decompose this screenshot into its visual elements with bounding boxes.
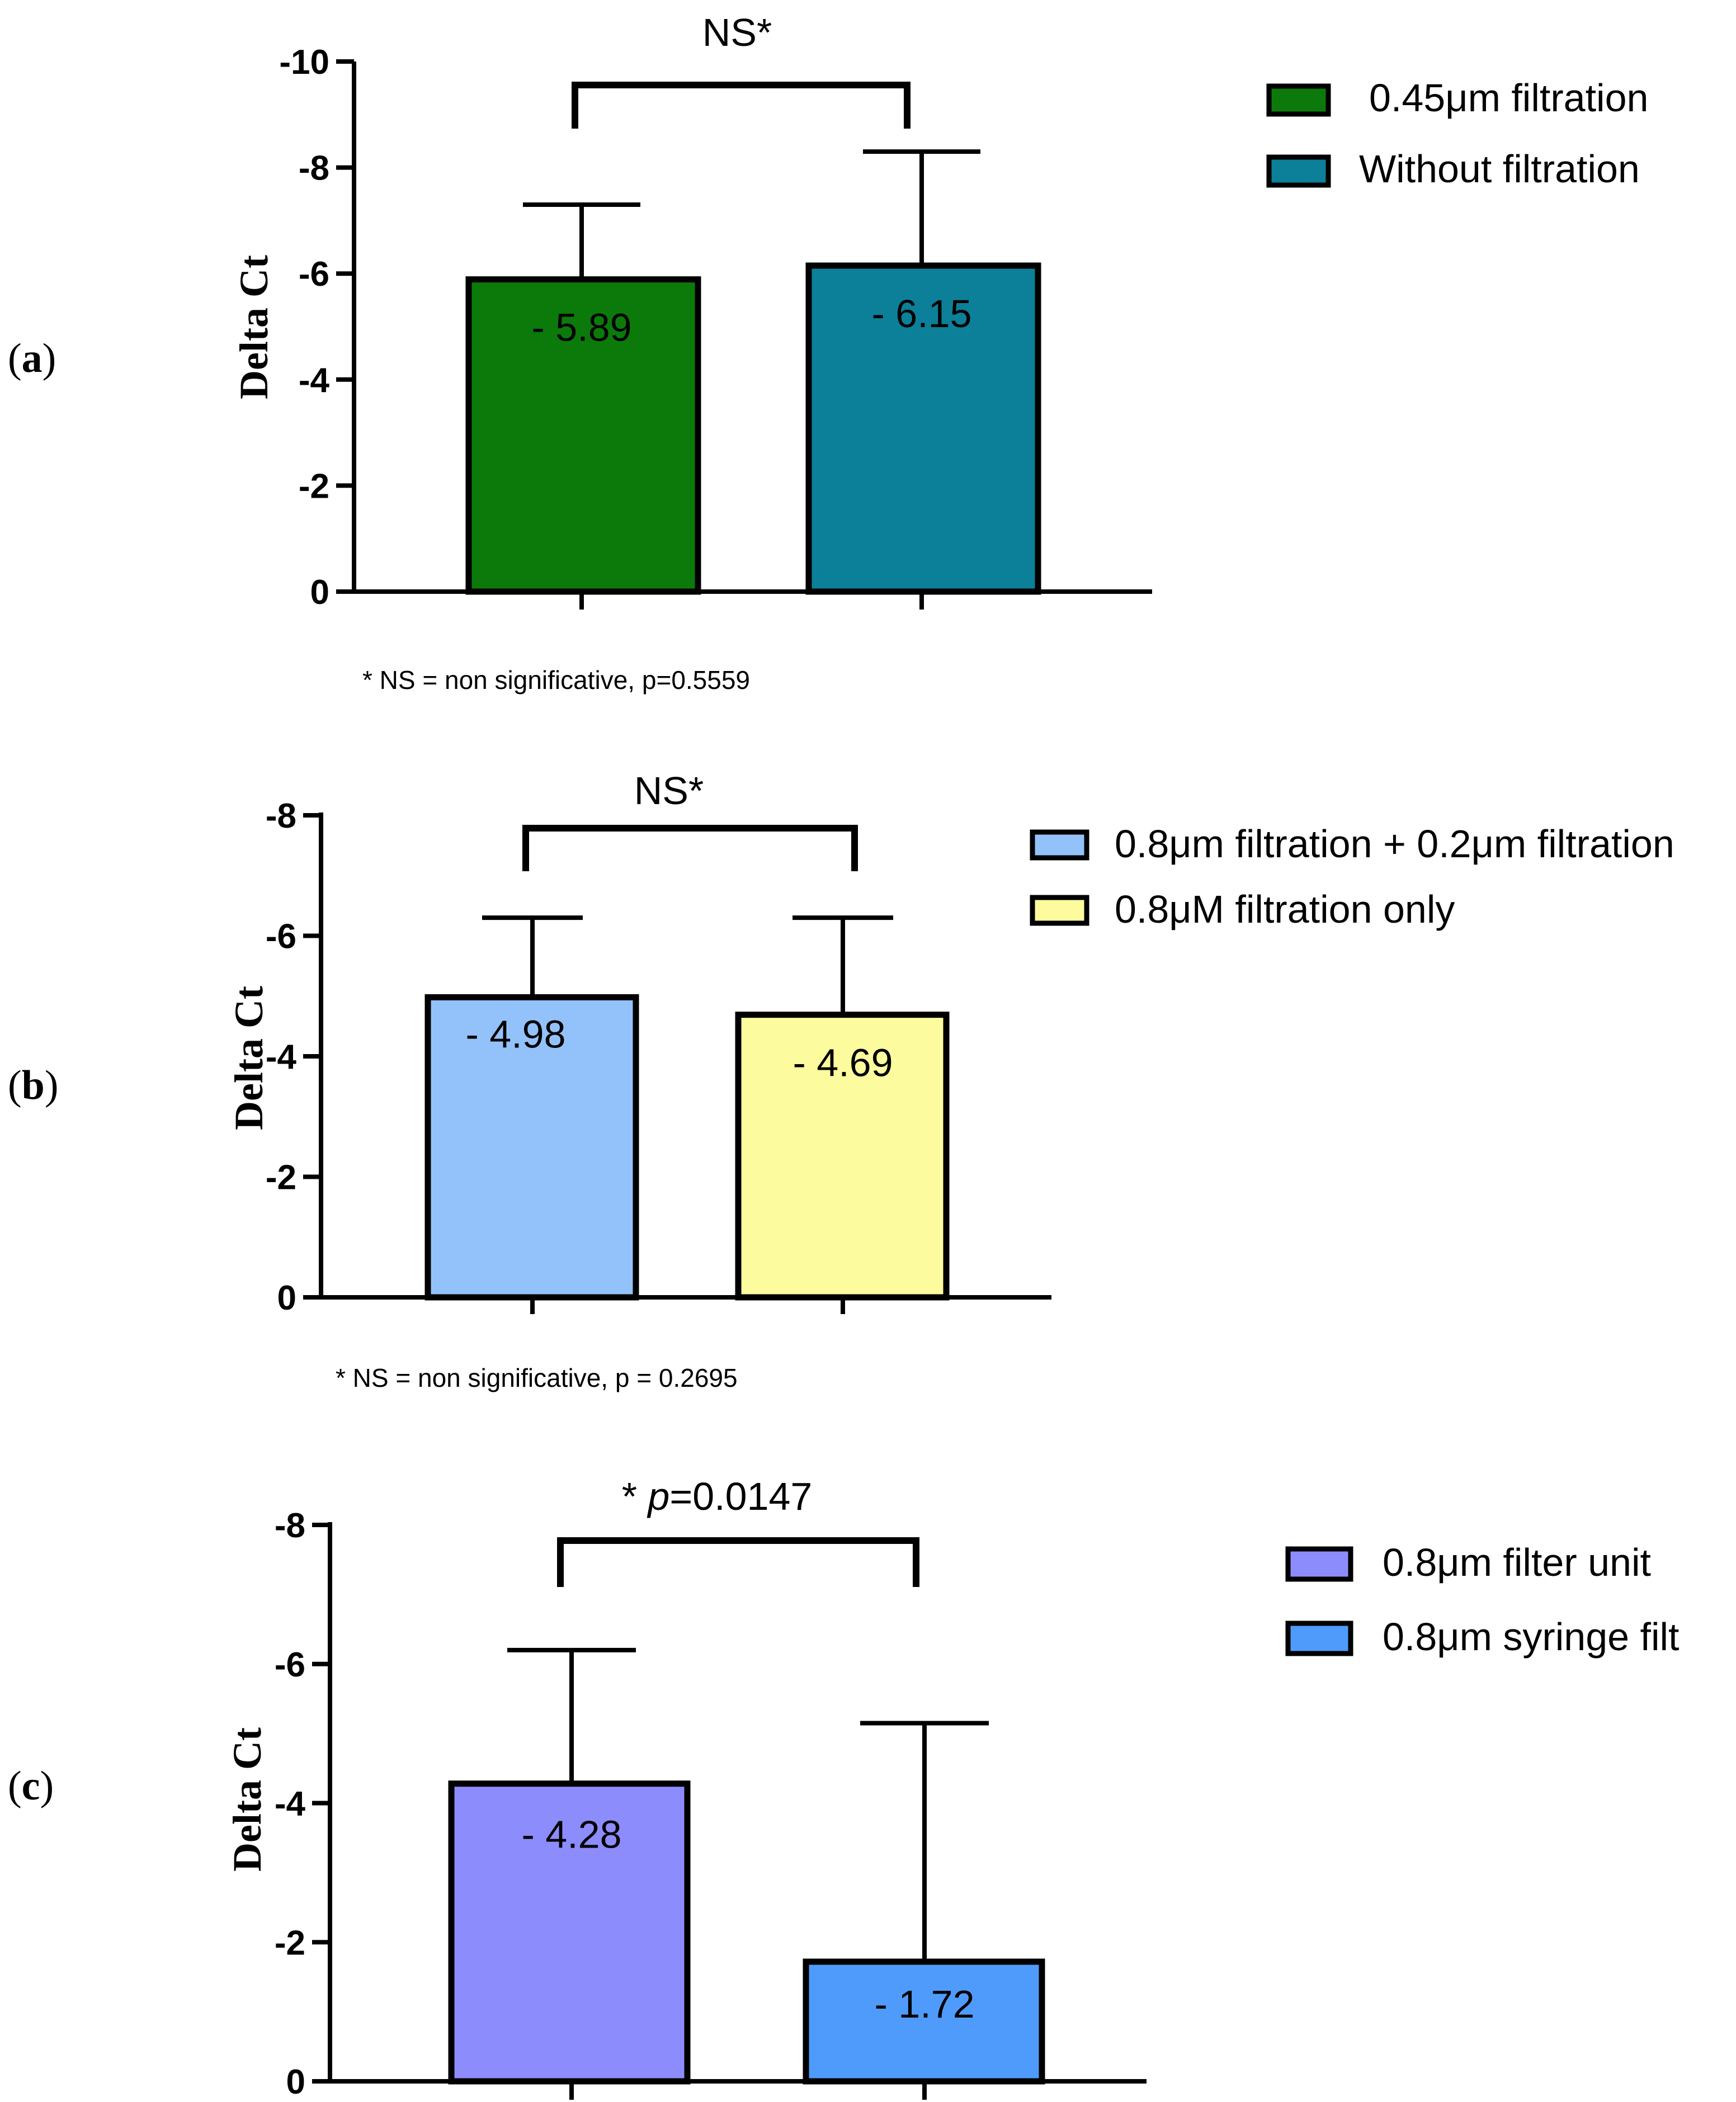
y-tick-label: 0 bbox=[286, 2063, 305, 2101]
legend-swatch-0.8um-plus-0.2um-filtration bbox=[1030, 829, 1089, 861]
bar-0.8um-filter-unit bbox=[448, 1780, 691, 2085]
value-label-1: - 1.72 bbox=[875, 1982, 975, 2026]
y-tick-label: -6 bbox=[275, 1646, 305, 1684]
value-label-0: - 5.89 bbox=[532, 306, 632, 349]
y-tick-label: -4 bbox=[266, 1038, 297, 1076]
y-tick-label: -4 bbox=[299, 361, 330, 400]
legend-label-0.8um-filtration-only: 0.8μM filtration only bbox=[1115, 887, 1455, 931]
y-tick-label: -8 bbox=[299, 149, 329, 188]
value-label-0: - 4.28 bbox=[522, 1813, 622, 1857]
bar-0.45um-filtration bbox=[465, 276, 701, 595]
y-tick-label: -6 bbox=[299, 255, 329, 294]
legend-swatch-0.8um-filter-unit bbox=[1285, 1546, 1353, 1582]
error-bars bbox=[482, 915, 893, 1015]
y-tick-label: -6 bbox=[266, 918, 296, 956]
y-tick-label: -8 bbox=[266, 797, 296, 835]
footnote-panel-a: * NS = non significative, p=0.5559 bbox=[362, 665, 750, 695]
legend-swatch-without-filtration bbox=[1266, 154, 1331, 188]
legend-label-without-filtration: Without filtration bbox=[1359, 147, 1640, 191]
y-tick-label: -10 bbox=[279, 43, 329, 82]
y-tick-label: 0 bbox=[310, 573, 329, 612]
y-tick-label: 0 bbox=[277, 1279, 296, 1317]
value-label-1: - 4.69 bbox=[793, 1041, 893, 1085]
value-label-0: - 4.98 bbox=[466, 1012, 566, 1056]
y-tick-label: -2 bbox=[275, 1924, 305, 1962]
panel-label-b: (b) bbox=[8, 1062, 58, 1108]
chart-panel-c: 0 -2 -4 -6 -8 Delta Ct - 4.28 - 1.72 * p=0.0… bbox=[225, 1475, 1680, 2101]
significance-bracket bbox=[557, 1537, 919, 1587]
significance-label: NS* bbox=[634, 769, 704, 813]
footnote-panel-b: * NS = non significative, p = 0.2695 bbox=[336, 1363, 738, 1392]
value-label-1: - 6.15 bbox=[872, 292, 972, 336]
error-bars bbox=[523, 149, 980, 280]
legend-label-0.45um-filtration: 0.45μm filtration bbox=[1369, 76, 1648, 120]
chart-panel-b: 0 -2 -4 -6 -8 Delta Ct - 4.98 - 4.69 NS* 0.8… bbox=[227, 769, 1674, 1392]
bar-0.8um-plus-0.2um-filtration bbox=[424, 994, 639, 1301]
y-tick-label: -4 bbox=[275, 1785, 306, 1824]
legend-label-0.8um-plus-0.2um-filtration: 0.8μm filtration + 0.2μm filtration bbox=[1115, 822, 1674, 866]
significance-bracket bbox=[522, 825, 858, 871]
y-axis-label: Delta Ct bbox=[227, 986, 271, 1130]
significance-label: NS* bbox=[702, 11, 772, 54]
y-axis-ticks: 0 -2 -4 -6 -8 -10 bbox=[279, 43, 354, 612]
legend-swatch-0.8um-filtration-only bbox=[1030, 895, 1089, 926]
bar-0.8um-filtration-only bbox=[735, 1012, 950, 1301]
y-tick-label: -2 bbox=[299, 467, 329, 506]
panel-label-c: (c) bbox=[8, 1763, 54, 1809]
y-axis-ticks: 0 -2 -4 -6 -8 bbox=[266, 797, 321, 1317]
significance-bracket bbox=[572, 82, 911, 129]
legend-label-0.8um-filter-unit: 0.8μm filter unit bbox=[1383, 1541, 1651, 1584]
y-axis-label: Delta Ct bbox=[225, 1727, 270, 1872]
error-bars bbox=[507, 1647, 989, 1962]
y-axis-ticks: 0 -2 -4 -6 -8 bbox=[275, 1506, 330, 2101]
y-tick-label: -2 bbox=[266, 1159, 296, 1197]
legend-label-0.8um-syringe-filter: 0.8μm syringe filt bbox=[1383, 1615, 1680, 1659]
legend-swatch-0.45um-filtration bbox=[1266, 83, 1331, 117]
bar-without-filtration bbox=[805, 262, 1041, 595]
y-tick-label: -8 bbox=[275, 1506, 305, 1545]
legend-swatch-0.8um-syringe-filter bbox=[1285, 1621, 1353, 1656]
significance-label: * p=0.0147 bbox=[622, 1475, 813, 1518]
panel-label-a: (a) bbox=[8, 336, 56, 381]
chart-panel-a: 0-2-4-6-8-10 Delta Ct - 5.89 - 6.15 NS* … bbox=[232, 11, 1648, 695]
y-axis-label: Delta Ct bbox=[232, 255, 276, 399]
bar-0.8um-syringe-filter bbox=[803, 1958, 1045, 2085]
